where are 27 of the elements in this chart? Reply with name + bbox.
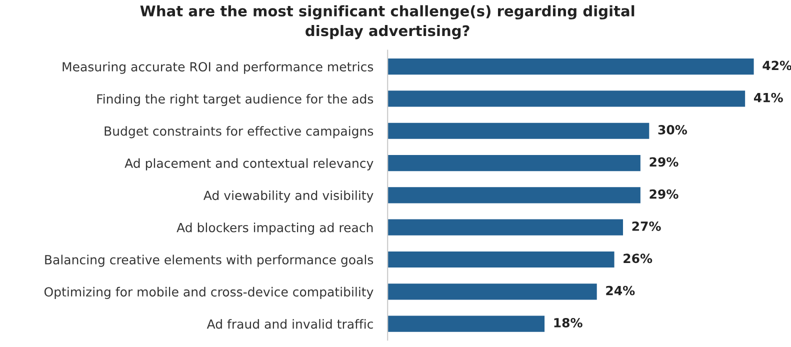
y-tick-label: Ad blockers impacting ad reach (176, 222, 373, 235)
data-label: 27% (632, 222, 661, 231)
y-tick-label: Finding the right target audience for the ads (97, 94, 374, 106)
bar (388, 219, 624, 236)
bar (388, 316, 545, 332)
bar (388, 284, 597, 300)
data-label: 26% (624, 254, 652, 264)
y-tick-label: Measuring accurate ROI and performance metrics (62, 62, 374, 74)
y-tick-label: Budget constraints for effective campaigns (104, 126, 374, 138)
bar (388, 251, 614, 268)
y-tick-label: Ad placement and contextual relevancy (124, 158, 374, 170)
y-tick-label: Ad viewability and visibility (203, 190, 374, 203)
chart-title: What are the most significant challenge(s) regarding digital display advertising? (140, 5, 634, 40)
data-label: 18% (554, 318, 582, 328)
bar (388, 90, 746, 107)
y-tick-label: Optimizing for mobile and cross-device compatibility (44, 286, 374, 300)
bar (388, 154, 640, 172)
data-label: 24% (606, 286, 635, 296)
y-tick-label: Ad fraud and invalid traffic (206, 319, 373, 329)
data-label: 30% (658, 125, 688, 134)
bar (388, 122, 650, 139)
bar (388, 187, 640, 204)
data-label: 29% (650, 189, 678, 199)
data-label: 29% (650, 157, 678, 167)
data-label: 41% (754, 92, 783, 102)
bar (388, 58, 754, 75)
y-tick-label: Balancing creative elements with performance goals (45, 254, 374, 267)
